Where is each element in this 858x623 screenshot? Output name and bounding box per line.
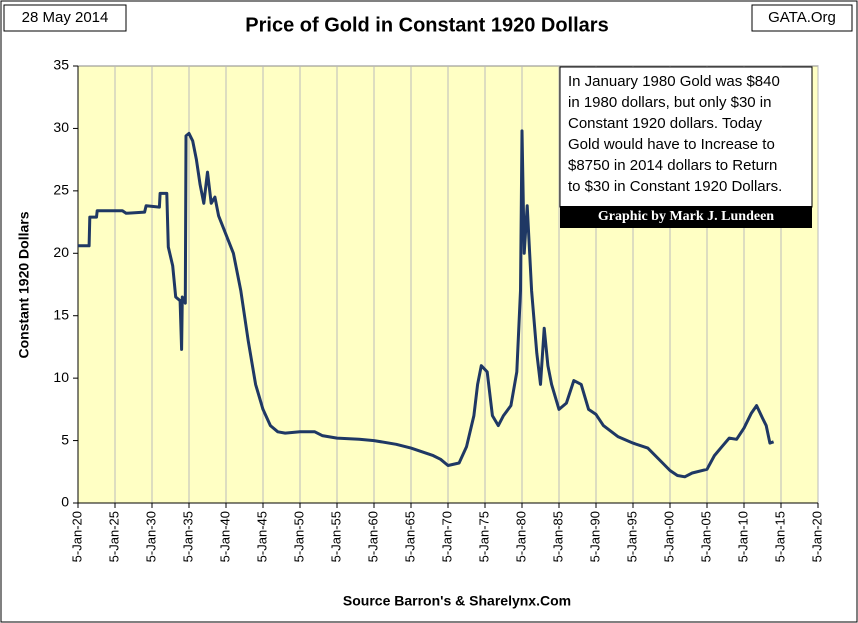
x-tick-label: 5-Jan-75: [476, 511, 491, 562]
y-axis-label: Constant 1920 Dollars: [16, 211, 32, 358]
y-tick-label: 5: [61, 431, 69, 447]
x-tick-label: 5-Jan-85: [550, 511, 565, 562]
credit: Graphic by Mark J. Lundeen: [598, 209, 774, 224]
x-tick-label: 5-Jan-25: [106, 511, 121, 562]
x-tick-label: 5-Jan-80: [513, 511, 528, 562]
y-tick-label: 10: [53, 369, 69, 385]
y-tick-label: 25: [53, 182, 69, 198]
x-tick-label: 5-Jan-35: [180, 511, 195, 562]
credit-box: [560, 206, 812, 228]
annotation-line: Constant 1920 dollars. Today: [568, 115, 763, 132]
annotation-line: to $30 in Constant 1920 Dollars.: [568, 178, 782, 195]
y-tick-label: 0: [61, 494, 69, 510]
x-tick-label: 5-Jan-50: [291, 511, 306, 562]
x-tick-label: 5-Jan-70: [439, 511, 454, 562]
x-tick-label: 5-Jan-00: [661, 511, 676, 562]
y-tick-label: 15: [53, 306, 69, 322]
date-label: 28 May 2014: [22, 9, 109, 26]
x-tick-label: 5-Jan-30: [143, 511, 158, 562]
x-tick-label: 5-Jan-15: [772, 511, 787, 562]
site-box: [751, 4, 853, 32]
x-tick-label: 5-Jan-10: [735, 511, 750, 562]
x-tick-label: 5-Jan-90: [587, 511, 602, 562]
x-tick-label: 5-Jan-20: [69, 511, 84, 562]
date-box: [3, 4, 127, 32]
y-tick-label: 30: [53, 119, 69, 135]
x-axis-label: Source Barron's & Sharelynx.Com: [343, 593, 571, 609]
annotation-line: $8750 in 2014 dollars to Return: [568, 157, 777, 174]
x-tick-label: 5-Jan-45: [254, 511, 269, 562]
annotation-line: Gold would have to Increase to: [568, 136, 775, 153]
x-tick-label: 5-Jan-20: [809, 511, 824, 562]
y-tick-label: 35: [53, 57, 69, 73]
chart-title: Price of Gold in Constant 1920 Dollars: [245, 14, 608, 36]
site-label: GATA.Org: [768, 9, 836, 26]
annotation-line: in 1980 dollars, but only $30 in: [568, 94, 771, 111]
price-line: [78, 129, 775, 479]
x-tick-label: 5-Jan-95: [624, 511, 639, 562]
x-tick-label: 5-Jan-60: [365, 511, 380, 562]
y-tick-label: 20: [53, 244, 69, 260]
x-tick-label: 5-Jan-05: [698, 511, 713, 562]
x-tick-label: 5-Jan-40: [217, 511, 232, 562]
x-tick-label: 5-Jan-55: [328, 511, 343, 562]
x-tick-label: 5-Jan-65: [402, 511, 417, 562]
annotation-line: In January 1980 Gold was $840: [568, 73, 780, 90]
